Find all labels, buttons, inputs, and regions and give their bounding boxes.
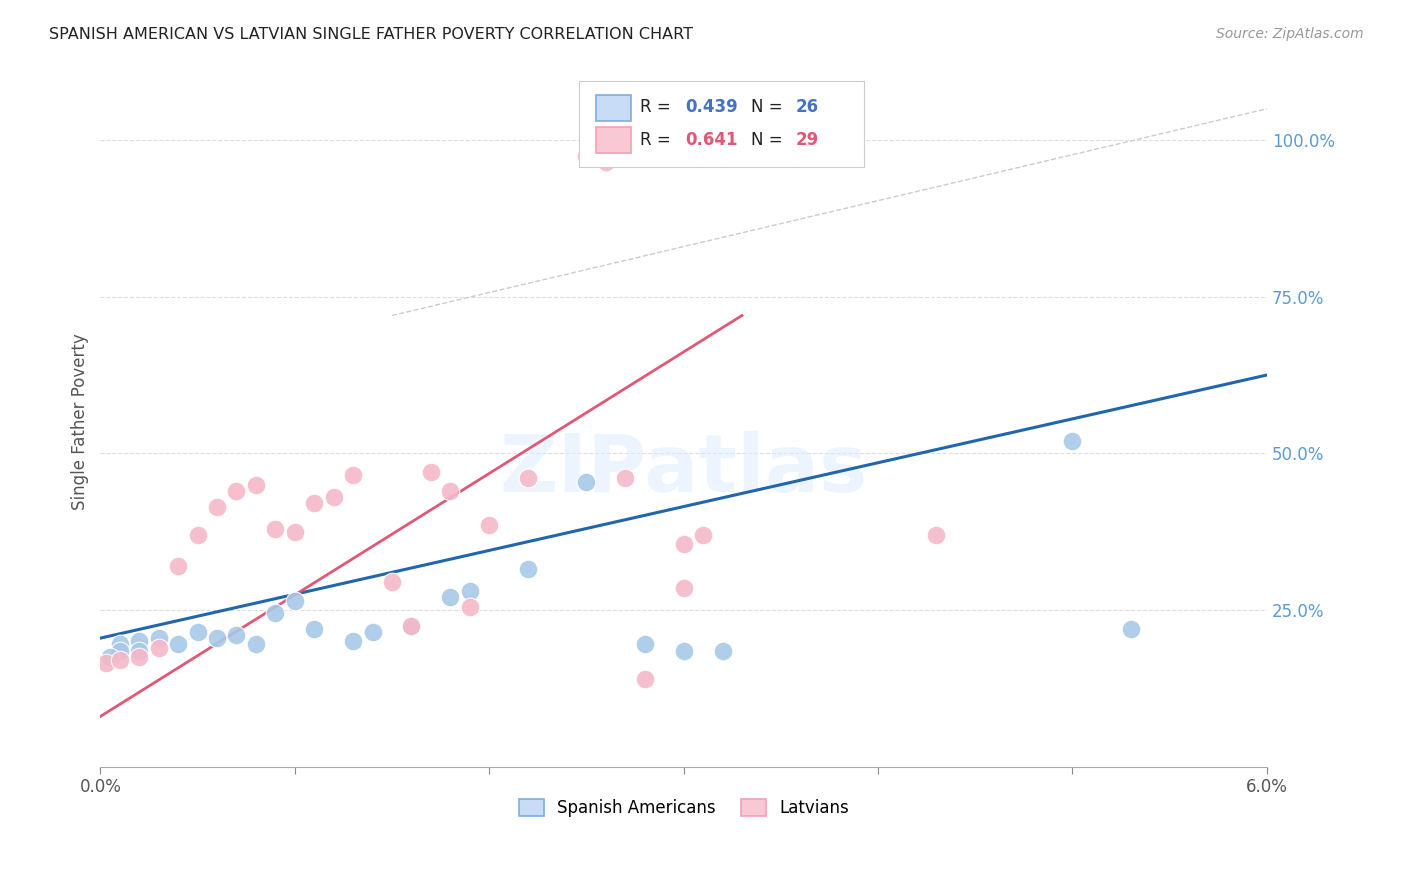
- Text: 0.439: 0.439: [685, 98, 738, 116]
- Text: R =: R =: [641, 98, 676, 116]
- Point: [458, 599, 481, 614]
- Point: [634, 672, 657, 686]
- Point: [108, 653, 131, 667]
- Point: [205, 500, 228, 514]
- Point: [575, 149, 598, 163]
- FancyBboxPatch shape: [596, 127, 631, 153]
- Point: [108, 643, 131, 657]
- FancyBboxPatch shape: [579, 81, 865, 167]
- Point: [284, 593, 307, 607]
- Point: [148, 631, 170, 645]
- Point: [517, 562, 540, 576]
- Point: [1119, 622, 1142, 636]
- Legend: Spanish Americans, Latvians: Spanish Americans, Latvians: [512, 792, 855, 823]
- Point: [439, 591, 461, 605]
- Point: [614, 471, 637, 485]
- Point: [98, 649, 121, 664]
- Point: [148, 640, 170, 655]
- Point: [264, 606, 287, 620]
- Point: [187, 528, 209, 542]
- Point: [595, 155, 617, 169]
- Point: [264, 521, 287, 535]
- FancyBboxPatch shape: [596, 95, 631, 120]
- Text: N =: N =: [751, 131, 789, 149]
- Point: [672, 581, 695, 595]
- Point: [634, 637, 657, 651]
- Point: [245, 637, 267, 651]
- Point: [167, 637, 190, 651]
- Text: 26: 26: [796, 98, 818, 116]
- Point: [517, 471, 540, 485]
- Point: [108, 637, 131, 651]
- Y-axis label: Single Father Poverty: Single Father Poverty: [72, 334, 89, 510]
- Point: [245, 477, 267, 491]
- Point: [225, 483, 247, 498]
- Point: [205, 631, 228, 645]
- Point: [692, 528, 714, 542]
- Point: [401, 618, 423, 632]
- Point: [672, 643, 695, 657]
- Point: [458, 584, 481, 599]
- Text: 29: 29: [796, 131, 818, 149]
- Point: [342, 634, 364, 648]
- Point: [439, 483, 461, 498]
- Point: [478, 518, 501, 533]
- Point: [361, 624, 384, 639]
- Point: [419, 465, 441, 479]
- Point: [167, 559, 190, 574]
- Point: [342, 468, 364, 483]
- Point: [302, 622, 325, 636]
- Point: [575, 475, 598, 489]
- Text: ZIPatlas: ZIPatlas: [499, 431, 868, 509]
- Point: [128, 649, 150, 664]
- Text: R =: R =: [641, 131, 676, 149]
- Point: [302, 496, 325, 510]
- Point: [401, 618, 423, 632]
- Point: [128, 643, 150, 657]
- Point: [96, 656, 118, 670]
- Point: [1062, 434, 1084, 448]
- Point: [381, 574, 404, 589]
- Text: Source: ZipAtlas.com: Source: ZipAtlas.com: [1216, 27, 1364, 41]
- Point: [284, 524, 307, 539]
- Point: [322, 490, 344, 504]
- Point: [711, 643, 734, 657]
- Point: [672, 537, 695, 551]
- Point: [187, 624, 209, 639]
- Point: [128, 634, 150, 648]
- Point: [925, 528, 948, 542]
- Point: [225, 628, 247, 642]
- Text: 0.641: 0.641: [685, 131, 737, 149]
- Text: N =: N =: [751, 98, 789, 116]
- Text: SPANISH AMERICAN VS LATVIAN SINGLE FATHER POVERTY CORRELATION CHART: SPANISH AMERICAN VS LATVIAN SINGLE FATHE…: [49, 27, 693, 42]
